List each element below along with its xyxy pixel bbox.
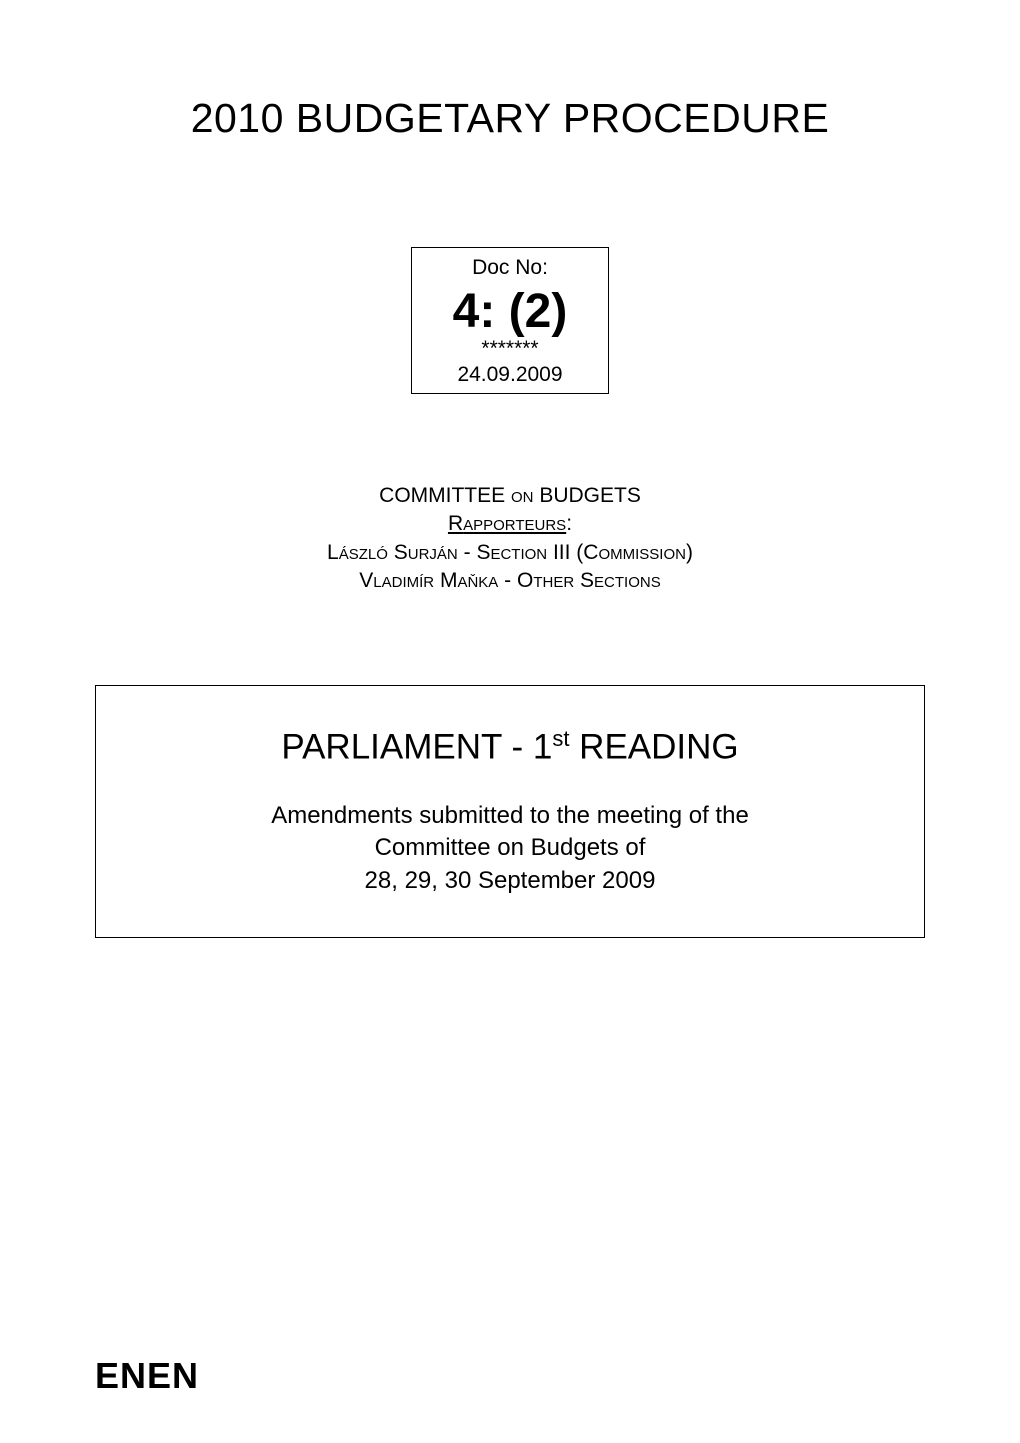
reading-sub-line1: Amendments submitted to the meeting of t… bbox=[126, 800, 894, 832]
rapporteurs-rest: apporteurs bbox=[463, 512, 566, 535]
reading-subtitle: Amendments submitted to the meeting of t… bbox=[126, 800, 894, 897]
reading-sub-line2: Committee on Budgets of bbox=[126, 832, 894, 864]
r1-section-rest: ection bbox=[490, 541, 547, 564]
r2-other-first: O bbox=[517, 569, 533, 592]
footer-left: EN bbox=[95, 1355, 147, 1396]
r1-name-rest: ászló bbox=[339, 541, 388, 564]
r1-roman: III ( bbox=[547, 541, 583, 564]
r2-other-rest: ther bbox=[533, 569, 574, 592]
main-title: 2010 BUDGETARY PROCEDURE bbox=[95, 95, 925, 142]
document-page: 2010 BUDGETARY PROCEDURE Doc No: 4: (2) … bbox=[0, 0, 1020, 1443]
reading-title: PARLIAMENT - 1st READING bbox=[126, 726, 894, 768]
r1-surname-first: S bbox=[394, 541, 408, 564]
committee-suffix: BUDGETS bbox=[533, 484, 640, 507]
r2-name-rest: ladimír bbox=[373, 569, 434, 592]
rapporteur-1-line: László Surján - Section III (Commission) bbox=[95, 539, 925, 567]
r1-comm-first: C bbox=[583, 541, 598, 564]
r2-surname-first: M bbox=[440, 569, 458, 592]
r2-name-first: V bbox=[359, 569, 373, 592]
doc-date: 24.09.2009 bbox=[424, 363, 596, 387]
rapporteurs-colon: : bbox=[566, 512, 572, 535]
reading-title-sup: st bbox=[552, 726, 569, 751]
rapporteurs-first: R bbox=[448, 512, 463, 535]
reading-title-suffix: READING bbox=[569, 728, 738, 767]
rapporteur-2-line: Vladimír Maňka - Other Sections bbox=[95, 567, 925, 595]
doc-number-box: Doc No: 4: (2) ******* 24.09.2009 bbox=[411, 247, 609, 394]
r2-surname-rest: aňka bbox=[457, 569, 498, 592]
reading-sub-line3: 28, 29, 30 September 2009 bbox=[126, 865, 894, 897]
doc-number: 4: (2) bbox=[424, 288, 596, 336]
r1-mid: - bbox=[458, 541, 477, 564]
r1-surname-rest: urján bbox=[408, 541, 458, 564]
committee-on: on bbox=[511, 484, 534, 507]
r1-comm-rest: ommission bbox=[598, 541, 686, 564]
doc-no-label: Doc No: bbox=[424, 256, 596, 280]
doc-stars: ******* bbox=[424, 338, 596, 359]
committee-prefix: COMMITTEE bbox=[379, 484, 511, 507]
committee-block: COMMITTEE on BUDGETS Rapporteurs: László… bbox=[95, 482, 925, 595]
committee-line-1: COMMITTEE on BUDGETS bbox=[95, 482, 925, 510]
reading-box: PARLIAMENT - 1st READING Amendments subm… bbox=[95, 685, 925, 938]
r2-sections-rest: ections bbox=[594, 569, 661, 592]
r1-name-first: L bbox=[327, 541, 339, 564]
r2-sections-first: S bbox=[580, 569, 594, 592]
rapporteurs-line: Rapporteurs: bbox=[95, 510, 925, 538]
footer-right: EN bbox=[147, 1355, 199, 1396]
r2-mid: - bbox=[498, 569, 517, 592]
reading-title-prefix: PARLIAMENT - 1 bbox=[281, 728, 552, 767]
r1-close: ) bbox=[686, 541, 693, 564]
footer-lang: ENEN bbox=[95, 1355, 199, 1397]
r1-section-first: S bbox=[476, 541, 490, 564]
